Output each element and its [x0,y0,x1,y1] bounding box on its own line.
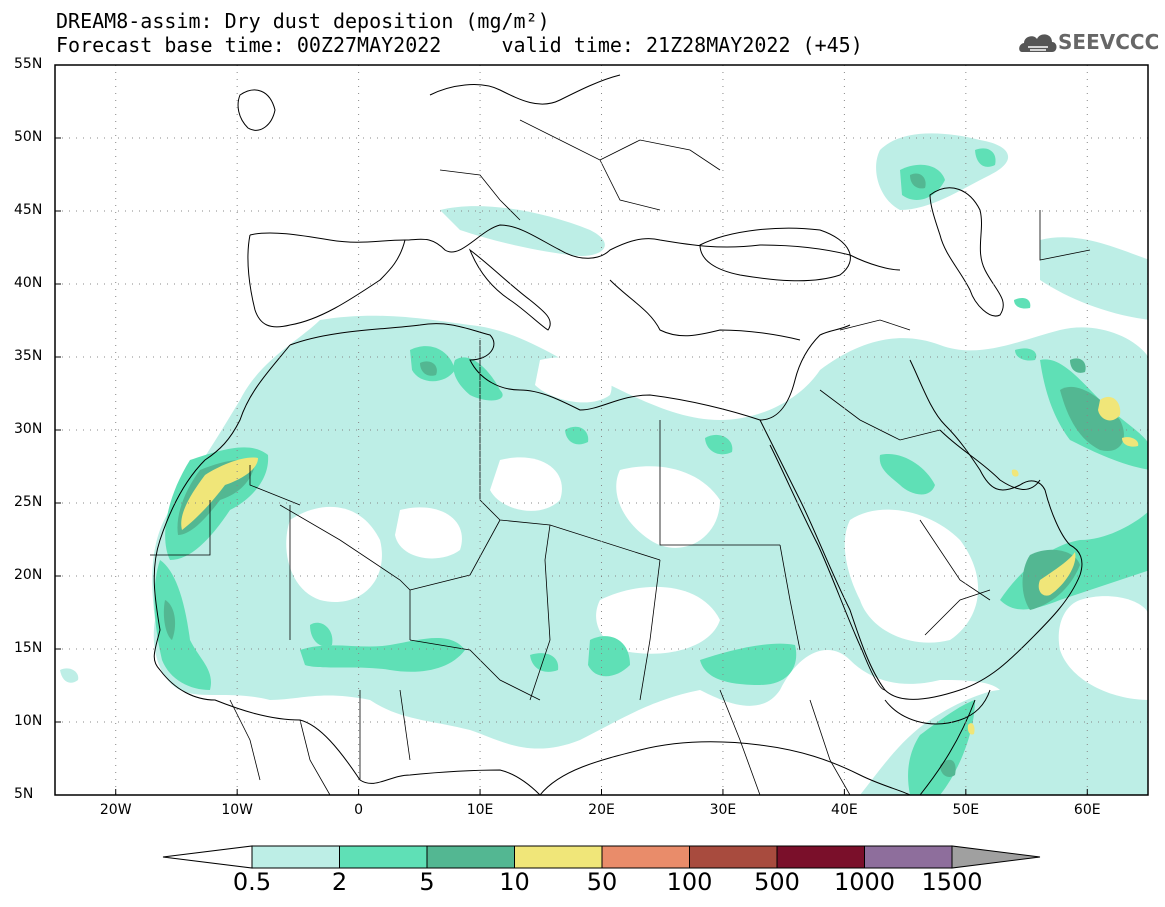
colorbar-label: 50 [586,868,618,896]
lat-tick-label: 5N [14,786,34,802]
lat-tick-label: 35N [14,348,43,364]
lat-tick-label: 30N [14,421,43,437]
cloud-icon [1019,34,1057,52]
graticule [55,65,1148,795]
forecast-times: Forecast base time: 00Z27MAY2022 valid t… [56,33,863,57]
colorbar-swatch [514,845,603,869]
colorbar-label: 1000 [833,868,896,896]
lon-tick-label: 30E [709,802,737,818]
colorbar-label: 5 [419,868,435,896]
dust-free-areas [100,346,1148,795]
colorbar-swatch [426,845,515,869]
axis-ticks [55,64,1088,796]
colorbar-label: 2 [331,868,348,896]
lon-tick-label: 10W [221,802,253,818]
lat-tick-label: 45N [14,202,43,218]
lon-tick-label: 20W [99,802,132,818]
lon-tick-label: 40E [831,802,858,818]
dust-deposition-field [60,133,1148,795]
logo-text: SEEVCCC [1058,30,1160,54]
colorbar-swatch [601,845,690,869]
colorbar-swatch [689,845,778,869]
country-borders [150,119,1091,795]
lon-tick-label: 50E [952,802,980,818]
lat-tick-label: 55N [14,56,43,72]
lon-tick-label: 0 [354,802,364,818]
colorbar-swatch [864,845,953,869]
map-title: DREAM8-assim: Dry dust deposition (mg/m²… [56,9,550,33]
lon-tick-label: 60E [1073,802,1101,818]
colorbar-label: 500 [754,868,800,896]
lat-tick-label: 25N [14,494,43,510]
lat-tick-label: 20N [14,567,43,583]
colorbar-swatch [339,845,428,869]
colorbar-swatch [776,845,865,869]
colorbar-label: 1500 [921,868,983,896]
lon-tick-label: 20E [588,802,615,818]
coastlines [153,74,1083,795]
dust-level-10 [181,396,1139,735]
lat-tick-label: 15N [14,640,43,656]
lat-tick-label: 40N [14,275,43,291]
colorbar-label: 0.5 [232,868,272,896]
lat-tick-label: 50N [14,129,43,145]
colorbar-over-arrow [951,845,1041,869]
lon-tick-label: 10E [466,802,494,818]
colorbar-label: 10 [499,868,530,896]
colorbar-under-arrow [162,845,253,869]
colorbar-label: 100 [666,868,713,896]
dust-level-0.5 [60,133,1148,795]
colorbar [162,845,1041,869]
lat-tick-label: 10N [14,713,43,729]
colorbar-swatch [251,845,340,869]
